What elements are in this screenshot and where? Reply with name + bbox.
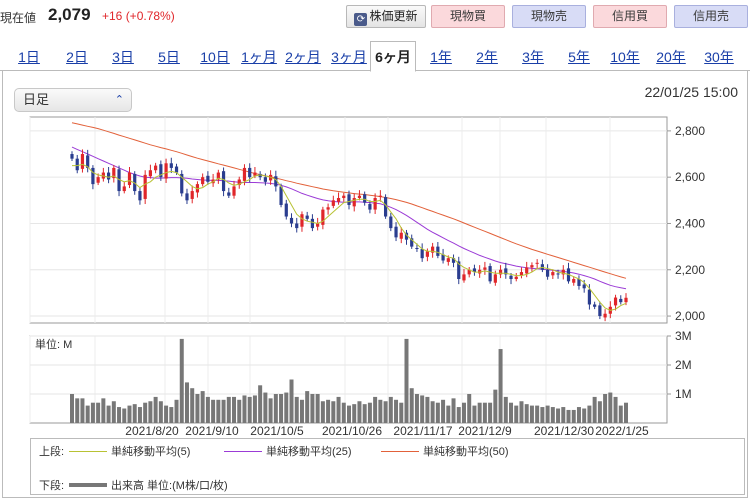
tab-4[interactable]: 10日 <box>200 49 230 65</box>
candle-period-value: 日足 <box>23 92 50 107</box>
candle-period-select[interactable]: 日足 ⌃ <box>14 88 132 112</box>
price-change: +16 (+0.78%) <box>102 9 175 23</box>
period-tabs: 1日 2日 3日 5日 10日 1ヶ月 2ヶ月 3ヶ月 6ヶ月 1年 2年 3年 5年 10年 20年 30年 <box>0 41 750 72</box>
cash-sell-button[interactable]: 現物売 <box>512 5 586 28</box>
legend-sma50: 単純移動平均(50) <box>381 443 509 459</box>
legend-sma50-label: 単純移動平均(50) <box>423 446 509 458</box>
legend-upper-row: 上段: 単純移動平均(5) 単純移動平均(25) 単純移動平均(50) <box>31 443 746 459</box>
legend-sma25: 単純移動平均(25) <box>224 443 352 459</box>
legend-sma5-label: 単純移動平均(5) <box>111 446 191 458</box>
legend-volume-label: 出来高 単位:(M株/口/枚) <box>111 480 228 492</box>
tab-11[interactable]: 3年 <box>522 49 544 65</box>
tab-0[interactable]: 1日 <box>18 49 40 65</box>
tab-9[interactable]: 1年 <box>430 49 452 65</box>
tab-5[interactable]: 1ヶ月 <box>241 49 277 65</box>
margin-sell-button[interactable]: 信用売 <box>674 5 748 28</box>
chart-panel <box>2 71 748 498</box>
legend-lower-row: 下段: 出来高 単位:(M株/口/枚) <box>31 477 746 493</box>
tab-14[interactable]: 20年 <box>656 49 686 65</box>
chart-datetime: 22/01/25 15:00 <box>644 84 738 100</box>
legend-volume: 出来高 単位:(M株/口/枚) <box>69 477 228 493</box>
refresh-quote-label: 株価更新 <box>369 9 418 23</box>
margin-buy-button[interactable]: 信用買 <box>593 5 667 28</box>
legend-lower-label: 下段: <box>39 480 65 492</box>
current-price: 2,079 <box>48 5 91 24</box>
cash-buy-button[interactable]: 現物買 <box>431 5 505 28</box>
tab-2[interactable]: 3日 <box>112 49 134 65</box>
tab-6[interactable]: 2ヶ月 <box>285 49 321 65</box>
tab-3[interactable]: 5日 <box>158 49 180 65</box>
tab-1[interactable]: 2日 <box>66 49 88 65</box>
tab-12[interactable]: 5年 <box>568 49 590 65</box>
refresh-quote-button[interactable]: ⟳ 株価更新 <box>346 5 426 28</box>
legend-upper-label: 上段: <box>39 446 65 458</box>
tab-10[interactable]: 2年 <box>476 49 498 65</box>
quote-header: 現在値 2,079 +16 (+0.78%) ⟳ 株価更新 現物買 現物売 信用買… <box>0 0 750 34</box>
tab-7[interactable]: 3ヶ月 <box>331 49 367 65</box>
tab-8[interactable]: 6ヶ月 <box>370 41 416 72</box>
tab-13[interactable]: 10年 <box>610 49 640 65</box>
chevron-updown-icon: ⌃ <box>114 94 124 106</box>
refresh-icon: ⟳ <box>354 13 368 26</box>
chart-legend: 上段: 単純移動平均(5) 単純移動平均(25) 単純移動平均(50) 下段: … <box>30 438 745 495</box>
current-price-label: 現在値 <box>0 11 37 25</box>
tab-15[interactable]: 30年 <box>704 49 734 65</box>
legend-sma25-label: 単純移動平均(25) <box>266 446 352 458</box>
legend-sma5: 単純移動平均(5) <box>69 443 190 459</box>
